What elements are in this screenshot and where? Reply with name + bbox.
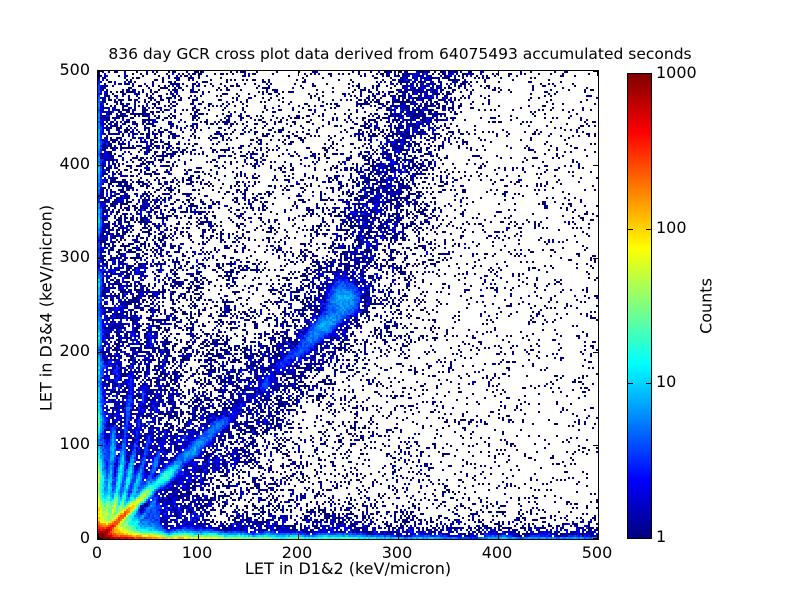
colorbar-tick — [646, 383, 651, 384]
y-tick-right — [593, 352, 598, 353]
y-tick-label: 100 — [59, 434, 90, 454]
colorbar-tick-label: 1000 — [656, 63, 697, 82]
x-axis-label: LET in D1&2 (keV/micron) — [244, 559, 452, 578]
x-tick-top — [398, 71, 399, 76]
y-tick-label: 400 — [59, 153, 90, 173]
colorbar-tick-label: 100 — [656, 217, 687, 237]
y-tick-label: 300 — [59, 247, 90, 267]
colorbar-tick — [646, 229, 651, 230]
y-tick — [98, 352, 103, 353]
x-tick — [597, 534, 598, 539]
x-tick-top — [498, 71, 499, 76]
x-tick-top — [298, 71, 299, 76]
colorbar-tick — [628, 229, 633, 230]
x-tick-top — [98, 71, 99, 76]
x-tick — [498, 534, 499, 539]
colorbar-tick — [628, 383, 633, 384]
x-tick — [98, 534, 99, 539]
y-tick-label: 200 — [59, 340, 90, 360]
y-tick — [98, 71, 103, 72]
y-tick — [98, 445, 103, 446]
x-tick-label: 0 — [91, 543, 103, 562]
scatter-canvas — [98, 71, 598, 539]
y-tick — [98, 165, 103, 166]
colorbar-label: Counts — [696, 278, 716, 334]
y-tick-label: 0 — [79, 528, 90, 547]
x-tick-label: 500 — [581, 543, 613, 562]
x-tick-top — [198, 71, 199, 76]
x-tick-label: 200 — [281, 543, 313, 562]
x-tick-top — [597, 71, 598, 76]
y-tick-label: 500 — [59, 60, 90, 79]
x-tick — [398, 534, 399, 539]
y-tick-right — [593, 258, 598, 259]
y-axis-label: LET in D3&4 (keV/micron) — [36, 204, 56, 412]
colorbar-tick-label: 10 — [656, 372, 677, 392]
plot-area — [97, 70, 599, 540]
colorbar-tick-label: 1 — [656, 527, 667, 546]
y-tick-right — [593, 445, 598, 446]
x-tick — [298, 534, 299, 539]
y-tick — [98, 538, 103, 539]
y-tick — [98, 258, 103, 259]
y-tick-right — [593, 71, 598, 72]
x-tick-label: 400 — [481, 543, 513, 562]
x-tick-label: 300 — [381, 543, 413, 562]
x-tick-label: 100 — [181, 543, 213, 562]
colorbar-canvas — [628, 74, 651, 538]
x-tick — [198, 534, 199, 539]
colorbar — [627, 73, 652, 539]
title-line-1: 836 day GCR cross plot data derived from… — [108, 45, 692, 63]
y-tick-right — [593, 165, 598, 166]
y-tick-right — [593, 538, 598, 539]
